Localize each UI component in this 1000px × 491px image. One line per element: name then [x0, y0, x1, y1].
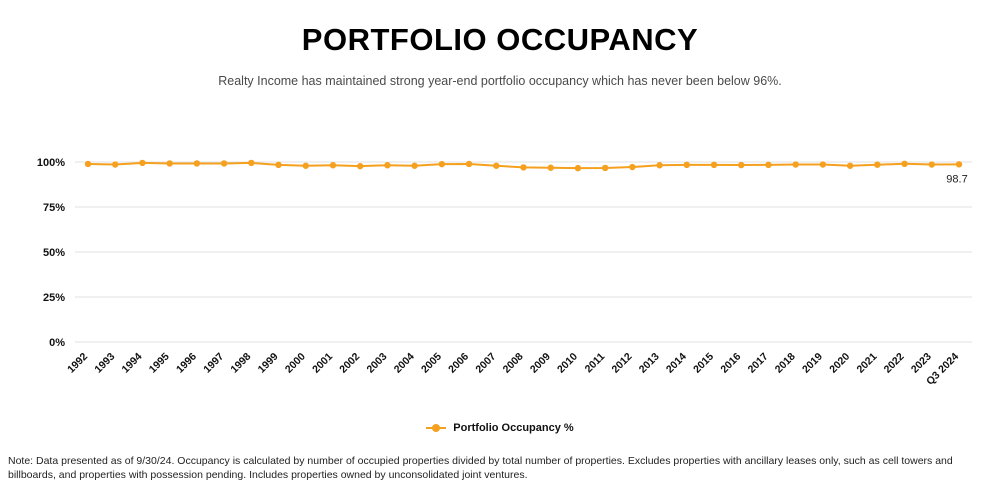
x-axis-label: 1993: [92, 351, 117, 376]
portfolio-occupancy-page: PORTFOLIO OCCUPANCY Realty Income has ma…: [0, 22, 1000, 481]
x-axis-label: 2022: [882, 351, 907, 376]
data-point[interactable]: [112, 161, 119, 168]
data-point[interactable]: [901, 160, 908, 167]
data-point[interactable]: [248, 159, 255, 167]
x-axis-label: 2016: [718, 351, 743, 376]
legend-label: Portfolio Occupancy %: [453, 422, 574, 434]
y-axis-label: 100%: [37, 157, 65, 169]
x-axis-label: 2004: [392, 351, 417, 376]
x-axis-label: 2012: [609, 351, 634, 376]
data-point[interactable]: [574, 164, 582, 172]
x-axis-label: 2006: [446, 351, 471, 376]
data-point[interactable]: [465, 160, 473, 168]
data-point[interactable]: [819, 161, 827, 168]
last-value-label: 98.7: [946, 173, 967, 185]
footnote: Note: Data presented as of 9/30/24. Occu…: [8, 454, 953, 482]
x-axis-label: 2002: [337, 351, 362, 376]
x-axis-label: 1995: [147, 351, 172, 376]
x-axis-label: 2008: [501, 351, 526, 376]
data-point[interactable]: [411, 162, 418, 169]
data-point[interactable]: [683, 161, 691, 169]
data-point[interactable]: [329, 162, 337, 169]
data-point[interactable]: [629, 163, 636, 171]
data-point[interactable]: [84, 160, 92, 168]
x-axis-label: 2001: [310, 351, 335, 376]
data-point[interactable]: [193, 160, 201, 167]
x-axis-label: 2009: [528, 351, 553, 376]
data-point[interactable]: [846, 162, 854, 169]
chart-canvas: 0%25%50%75%100%1992 1993 1994 1995 1996 1997 1…: [37, 157, 972, 388]
y-axis-label: 0%: [49, 337, 65, 349]
data-point[interactable]: [139, 159, 146, 167]
x-axis-label: 2000: [283, 351, 308, 376]
x-axis-label: 2015: [691, 351, 716, 376]
data-point[interactable]: [438, 160, 446, 168]
data-point[interactable]: [520, 164, 527, 171]
x-axis-label: 2021: [854, 351, 879, 376]
data-point[interactable]: [710, 161, 718, 169]
x-axis-label: 1994: [120, 351, 145, 376]
x-axis-label: 2011: [583, 351, 608, 376]
page-subtitle: Realty Income has maintained strong year…: [218, 74, 782, 88]
data-point[interactable]: [384, 162, 391, 169]
x-axis-label: 1992: [65, 351, 90, 376]
x-axis-label: 2007: [473, 351, 498, 376]
y-axis-label: 25%: [43, 292, 65, 304]
x-axis-label: 2010: [555, 351, 580, 376]
chart-legend[interactable]: Portfolio Occupancy %: [0, 422, 1000, 434]
data-point[interactable]: [928, 161, 935, 168]
legend-marker-icon: [426, 424, 447, 433]
x-axis-label: 1996: [174, 351, 199, 376]
x-axis-label: 2005: [419, 351, 444, 376]
data-point[interactable]: [738, 161, 745, 169]
x-axis-label: 1997: [201, 351, 226, 376]
data-point[interactable]: [356, 162, 364, 170]
x-axis-label: 2019: [800, 351, 825, 376]
data-point[interactable]: [493, 162, 500, 169]
x-axis-label: 2018: [773, 351, 798, 376]
data-point[interactable]: [656, 162, 663, 169]
data-point[interactable]: [765, 161, 772, 169]
data-point[interactable]: [955, 161, 963, 168]
x-axis-label: 1999: [256, 351, 281, 376]
data-point[interactable]: [792, 161, 799, 168]
data-point[interactable]: [275, 161, 282, 169]
x-axis-label: 2014: [664, 351, 689, 376]
occupancy-chart: 0% 25% 50% 75% 100% 1992 1993 1994 1995 1996 1997 1…: [0, 102, 1000, 422]
data-point[interactable]: [547, 164, 554, 171]
x-axis-label: 2003: [365, 351, 390, 376]
data-point[interactable]: [601, 164, 609, 172]
y-axis-label: 75%: [43, 202, 65, 214]
legend-dot: [432, 424, 441, 432]
x-axis-label: 2020: [827, 351, 852, 376]
data-point[interactable]: [302, 162, 309, 169]
x-axis-label: 1998: [228, 351, 253, 376]
x-axis-label: 2013: [637, 351, 662, 376]
x-axis-label: 2017: [746, 351, 771, 376]
page-title: PORTFOLIO OCCUPANCY: [301, 22, 699, 57]
data-point[interactable]: [166, 160, 173, 167]
data-point[interactable]: [220, 160, 228, 167]
data-point[interactable]: [874, 161, 881, 168]
y-axis-label: 50%: [43, 247, 65, 259]
